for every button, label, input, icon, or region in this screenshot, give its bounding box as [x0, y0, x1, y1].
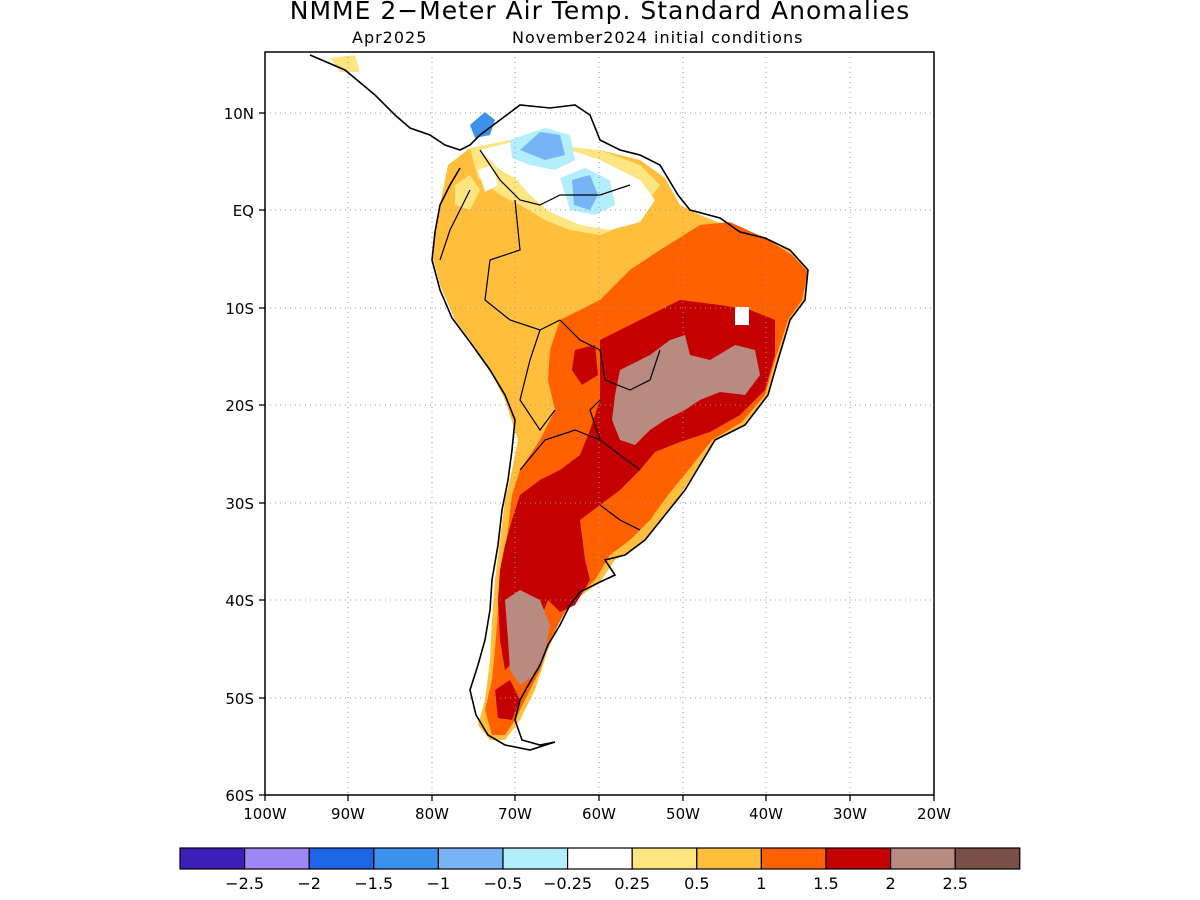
lat-label: 20S [225, 397, 254, 415]
anomaly-region-1.5-2-south [495, 680, 520, 720]
lat-label: 10S [225, 300, 254, 318]
anomaly-region-1.5-2-west [572, 345, 598, 385]
colorbar-swatch [631, 847, 698, 870]
colorbar-label: 1 [756, 874, 766, 893]
anomaly-region-m1-m0.5 [520, 132, 565, 160]
colorbar-swatch [502, 847, 569, 870]
colorbar-label: 0.25 [614, 874, 650, 893]
anomaly-region-2-2.5-south [505, 590, 550, 685]
lat-label: 50S [225, 690, 254, 708]
lon-label: 100W [243, 805, 287, 823]
colorbar-swatch [308, 847, 375, 870]
colorbar-label: 2 [886, 874, 896, 893]
lat-label: EQ [233, 202, 254, 220]
colorbar-swatch [179, 847, 246, 870]
colorbar-label: −0.5 [484, 874, 523, 893]
colorbar-label: −2.5 [225, 874, 264, 893]
lon-label: 60W [582, 805, 616, 823]
colorbar-label: 2.5 [942, 874, 967, 893]
anomaly-region-0.25-0.5-coast [455, 175, 480, 210]
colorbar-swatch [437, 847, 504, 870]
lon-label: 30W [833, 805, 867, 823]
colorbar-swatch [760, 847, 827, 870]
subtitle-initial-conditions: November2024 initial conditions [512, 28, 804, 47]
colorbar-swatch [889, 847, 956, 870]
lat-label: 40S [225, 592, 254, 610]
anomaly-region-missing [735, 307, 749, 325]
colorbar-swatch [696, 847, 762, 870]
lat-label: 30S [225, 495, 254, 513]
chart-title: NMME 2−Meter Air Temp. Standard Anomalie… [289, 0, 911, 25]
anomaly-region-neutral-coast [478, 165, 498, 192]
colorbar-label: −1 [427, 874, 451, 893]
lon-label: 80W [415, 805, 449, 823]
coastline [309, 54, 809, 751]
lon-label: 90W [331, 805, 365, 823]
anomaly-region-lt-m1 [470, 112, 495, 138]
colorbar-label: 1.5 [813, 874, 838, 893]
colorbar-swatch [825, 847, 892, 870]
latitude-labels: 10N EQ 10S 20S 30S 40S 50S 60S [224, 105, 254, 805]
anomaly-field [330, 55, 808, 740]
colorbar-swatch [244, 847, 310, 870]
anomaly-region-m1-m0.5-b [572, 175, 598, 210]
colorbar-swatch [566, 847, 633, 870]
longitude-labels: 100W 90W 80W 70W 60W 50W 40W 30W 20W [243, 805, 951, 823]
tick-marks [259, 112, 935, 801]
colorbar: −2.5 −2 −1.5 −1 −0.5 −0.25 0.25 0.5 1 1.5 2 2.5 [179, 847, 1021, 893]
colorbar-label: −0.25 [543, 874, 592, 893]
lon-label: 20W [917, 805, 951, 823]
colorbar-label: −2 [297, 874, 321, 893]
subtitle-month: Apr2025 [352, 28, 428, 47]
border-inner [439, 149, 661, 531]
lat-label: 60S [225, 787, 254, 805]
colorbar-label: 0.5 [684, 874, 709, 893]
lon-label: 70W [498, 805, 532, 823]
lon-label: 50W [666, 805, 700, 823]
colorbar-label: −1.5 [354, 874, 393, 893]
lat-label: 10N [224, 105, 254, 123]
colorbar-swatch [373, 847, 439, 870]
anomaly-region-0.25-0.5-north [330, 55, 360, 72]
lon-label: 40W [749, 805, 783, 823]
anomaly-region-2-2.5 [612, 335, 760, 445]
colorbar-swatch [954, 847, 1021, 870]
